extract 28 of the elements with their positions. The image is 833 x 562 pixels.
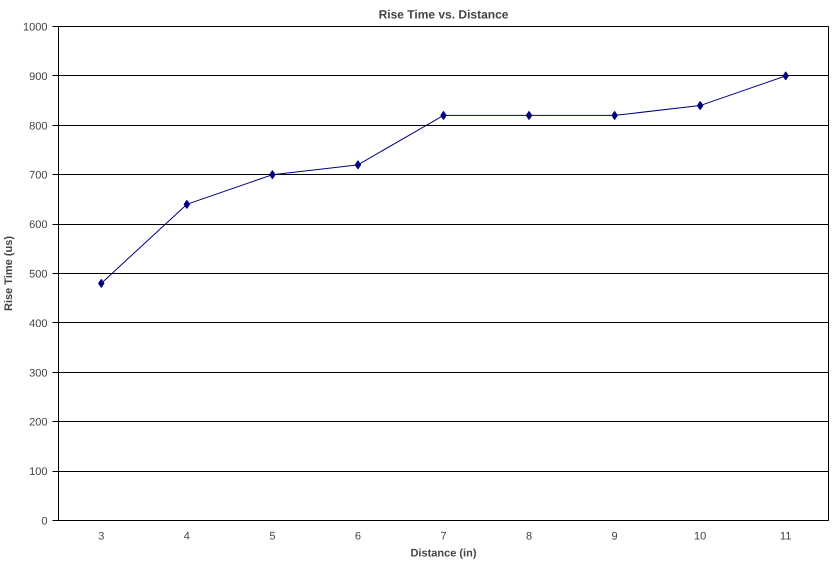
y-tick-label: 700 bbox=[29, 170, 48, 182]
x-tick-label: 6 bbox=[354, 530, 362, 542]
x-tick-label: 7 bbox=[440, 530, 447, 542]
y-tick-label: 100 bbox=[29, 466, 48, 478]
point bbox=[526, 110, 532, 120]
y-tick-label: 200 bbox=[29, 416, 48, 429]
x-tick-label: 3 bbox=[98, 530, 104, 542]
y-axis-title: Rise Time (us) bbox=[3, 236, 16, 311]
x-tick-label: 9 bbox=[612, 530, 618, 542]
y-tick-label: 600 bbox=[29, 219, 48, 232]
chart-title: Rise Time vs. Distance bbox=[378, 8, 509, 22]
x-tick-label: 5 bbox=[269, 530, 276, 542]
point bbox=[354, 160, 362, 170]
y-tick-label: 900 bbox=[29, 70, 48, 83]
point bbox=[611, 110, 618, 120]
y-tick-label: 1000 bbox=[23, 22, 48, 34]
x-tick-label: 10 bbox=[694, 530, 706, 542]
y-tick-label: 300 bbox=[29, 367, 48, 380]
x-tick-label: 4 bbox=[184, 530, 190, 542]
x-tick-label: 11 bbox=[780, 530, 792, 542]
x-tick-label: 8 bbox=[526, 530, 532, 542]
y-tick-label: 800 bbox=[29, 120, 48, 132]
y-tick-label: 500 bbox=[29, 268, 48, 280]
point bbox=[440, 110, 447, 120]
x-axis-title: Distance (in) bbox=[410, 548, 477, 560]
y-tick-label: 400 bbox=[29, 318, 48, 330]
point bbox=[269, 170, 276, 180]
y-tick-label: 0 bbox=[41, 516, 48, 528]
